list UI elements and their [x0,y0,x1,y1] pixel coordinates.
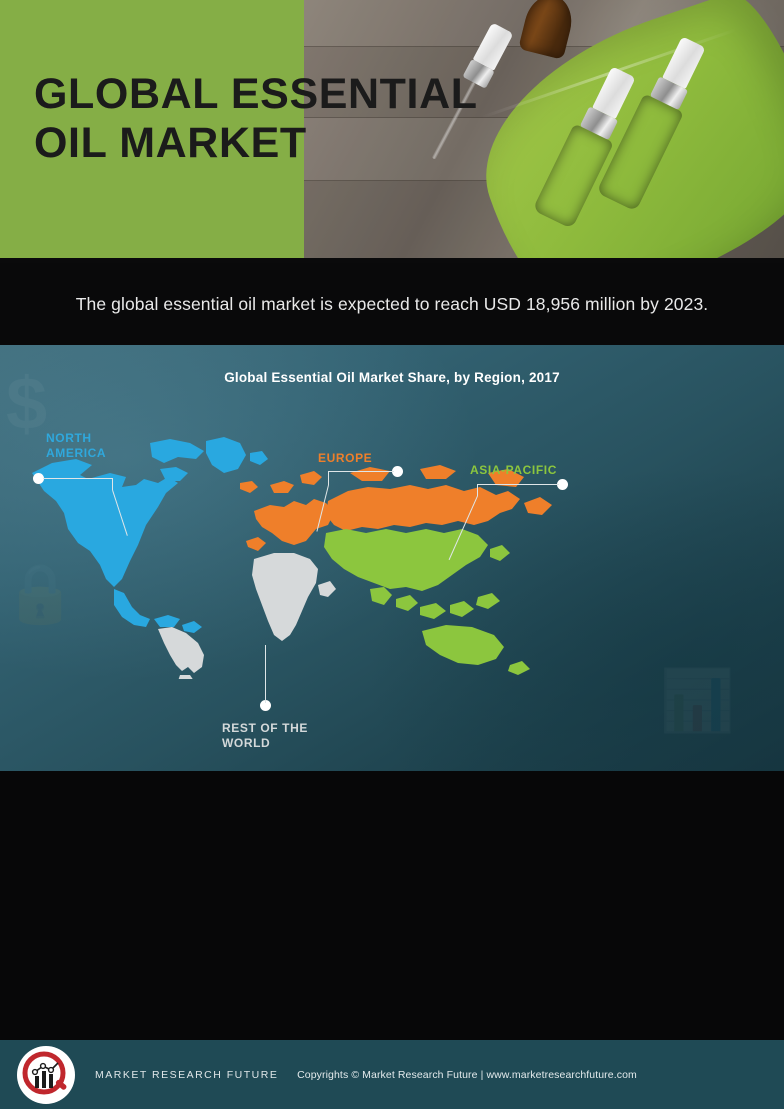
map-callout-dot-asia-pacific [557,479,568,490]
map-label-na-line1: NORTH [46,431,92,445]
insights-section: DRIVERS: Increase in Industrial Demand H… [0,771,784,1030]
footer-copyright: Copyrights © Market Research Future | ww… [297,1068,637,1081]
ghost-watermark-1: $ [6,361,47,446]
world-map [32,437,552,679]
map-chart-title: Global Essential Oil Market Share, by Re… [224,370,560,385]
map-label-na-line2: AMERICA [46,446,107,460]
map-region-russia [326,465,552,531]
map-label-asia-pacific: ASIA-PACIFIC [470,463,557,477]
page-footer: MARKET RESEARCH FUTURE Copyrights © Mark… [0,1040,784,1109]
map-label-rest-of-world: REST OF THE WORLD [222,721,308,751]
map-region-europe [240,471,334,551]
page-title-line1: GLOBAL ESSENTIAL [34,70,478,118]
map-leader-na-h [43,478,113,480]
page-title-line2: OIL MARKET [34,119,307,167]
page-title: GLOBAL ESSENTIAL OIL MARKET [34,70,504,168]
map-callout-dot-north-america [33,473,44,484]
hero-photo [304,0,784,263]
ghost-watermark-2: 🔒 [4,560,76,628]
map-leader-eu-v [328,471,330,485]
map-leader-eu-h [328,471,394,473]
headline-statement-bar: The global essential oil market is expec… [0,263,784,345]
footer-brand-name: MARKET RESEARCH FUTURE [95,1068,279,1081]
map-region-asia-pacific [324,529,530,675]
map-region-south-america [158,627,204,679]
hero-banner: GLOBAL ESSENTIAL OIL MARKET [0,0,784,263]
map-label-row-line1: REST OF THE [222,721,308,735]
map-region-north-america [32,437,268,633]
map-label-row-line2: WORLD [222,736,271,750]
map-callout-dot-europe [392,466,403,477]
headline-statement-text: The global essential oil market is expec… [75,293,709,314]
ghost-watermark-3: 📊 [660,665,735,736]
map-leader-ap-h [477,484,559,486]
map-label-north-america: NORTH AMERICA [46,431,106,461]
map-callout-dot-rest-of-world [260,700,271,711]
map-leader-row-v [265,645,267,703]
map-leader-ap-v [477,484,479,496]
market-share-map-section: $ 🔒 📊 Global Essential Oil Market Share,… [0,345,784,771]
map-leader-na-v [112,478,114,490]
mrfr-logo-icon [17,1045,75,1104]
map-region-africa [252,553,336,641]
hero-bottom-rule [0,258,784,263]
map-label-europe: EUROPE [318,451,373,465]
